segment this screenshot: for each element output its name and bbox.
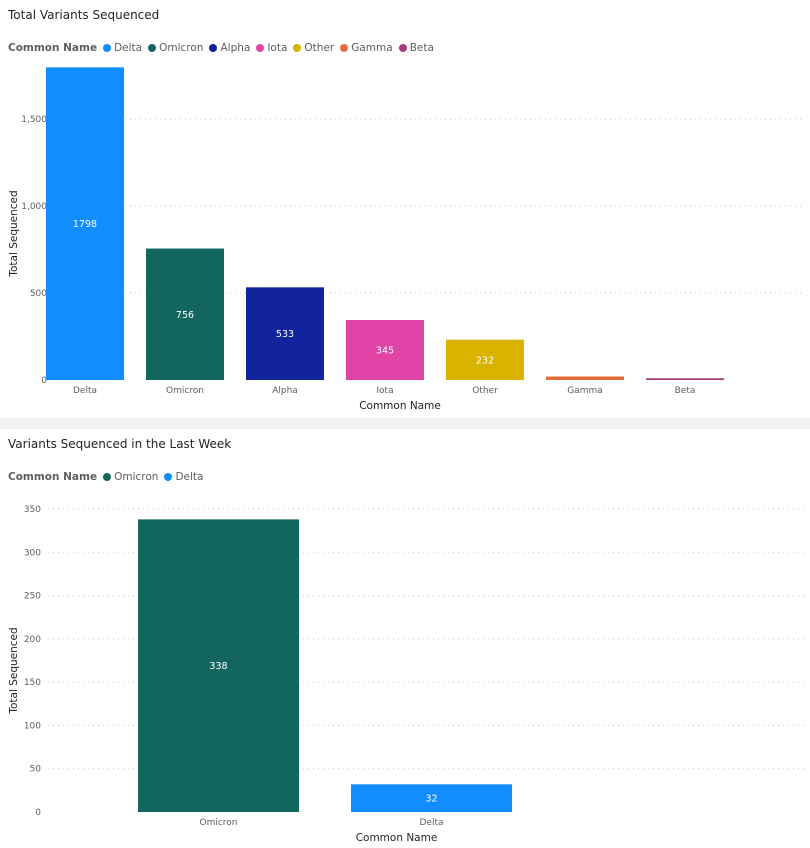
last-week-variants-chart: Variants Sequenced in the Last Week Comm… xyxy=(0,429,810,848)
data-label: 756 xyxy=(176,310,194,321)
chart-title: Variants Sequenced in the Last Week xyxy=(8,437,232,451)
data-label: 338 xyxy=(209,661,227,672)
legend-label: Iota xyxy=(267,42,288,54)
x-tick-label: Omicron xyxy=(166,386,204,396)
legend-swatch xyxy=(340,44,349,52)
x-axis-title: Common Name xyxy=(359,400,441,412)
legend-item-iota[interactable]: Iota xyxy=(256,42,287,54)
y-tick-label: 150 xyxy=(24,678,41,688)
legend-label: Omicron xyxy=(114,471,159,483)
legend-item-delta[interactable]: Delta xyxy=(164,471,203,483)
y-tick-label: 1,500 xyxy=(21,115,47,125)
bar-plot: 0 50 100 150 200 250 300 350 338 Omicron 32 Delta Co… xyxy=(8,505,805,844)
bar-other[interactable] xyxy=(446,339,524,380)
y-tick-label: 0 xyxy=(35,808,41,818)
x-tick-label: Alpha xyxy=(272,386,298,396)
legend-item-gamma[interactable]: Gamma xyxy=(340,42,393,54)
legend-swatch xyxy=(103,44,112,52)
data-label: 533 xyxy=(276,329,294,340)
chart-legend: Common Name Delta Omicron Alpha Iota Other Ga… xyxy=(8,41,440,55)
legend-label: Delta xyxy=(175,471,204,483)
legend-item-omicron[interactable]: Omicron xyxy=(103,471,158,483)
data-label: 345 xyxy=(376,346,394,357)
bar-iota[interactable] xyxy=(346,320,424,380)
bar-alpha[interactable] xyxy=(246,287,324,380)
legend-item-omicron[interactable]: Omicron xyxy=(148,42,203,54)
legend-item-other[interactable]: Other xyxy=(293,42,334,54)
legend-label: Delta xyxy=(114,42,143,54)
legend-item-delta[interactable]: Delta xyxy=(103,42,142,54)
x-tick-label: Gamma xyxy=(567,386,603,396)
chart-title: Total Variants Sequenced xyxy=(8,8,160,22)
legend-swatch xyxy=(293,44,302,52)
legend-label: Alpha xyxy=(220,42,251,54)
x-tick-label: Iota xyxy=(376,386,393,396)
x-axis-title: Common Name xyxy=(356,832,438,844)
legend-swatch xyxy=(148,44,157,52)
bar-beta[interactable] xyxy=(646,378,724,380)
x-tick-label: Omicron xyxy=(199,818,237,828)
legend-swatch xyxy=(256,44,265,52)
legend-label: Other xyxy=(304,42,335,54)
y-tick-label: 100 xyxy=(24,721,41,731)
legend-title: Common Name xyxy=(8,471,98,483)
data-label: 1798 xyxy=(73,219,97,230)
bar-gamma[interactable] xyxy=(546,376,624,380)
chart-legend: Common Name Omicron Delta xyxy=(8,470,209,484)
legend-swatch xyxy=(398,44,407,52)
y-tick-label: 250 xyxy=(24,592,41,602)
legend-item-beta[interactable]: Beta xyxy=(398,42,434,54)
y-tick-label: 300 xyxy=(24,548,41,558)
x-tick-label: Beta xyxy=(675,386,696,396)
legend-item-alpha[interactable]: Alpha xyxy=(209,42,250,54)
y-tick-label: 500 xyxy=(30,289,47,299)
legend-title: Common Name xyxy=(8,42,98,54)
legend-swatch xyxy=(164,473,173,481)
bar-delta[interactable] xyxy=(351,784,512,812)
y-tick-label: 1,000 xyxy=(21,202,47,212)
bar-omicron[interactable] xyxy=(138,519,299,812)
x-tick-label: Delta xyxy=(73,386,97,396)
legend-label: Gamma xyxy=(351,42,393,54)
legend-label: Omicron xyxy=(159,42,204,54)
legend-swatch xyxy=(209,44,218,52)
y-axis-title: Total Sequenced xyxy=(8,627,20,714)
legend-swatch xyxy=(103,473,112,481)
x-tick-label: Other xyxy=(472,386,498,396)
legend-label: Beta xyxy=(409,42,434,54)
data-label: 232 xyxy=(476,355,494,366)
bar-delta[interactable] xyxy=(46,67,124,380)
y-tick-label: 350 xyxy=(24,505,41,515)
total-variants-chart: Total Variants Sequenced Common Name Del… xyxy=(0,0,810,418)
bar-omicron[interactable] xyxy=(146,248,224,380)
data-label: 32 xyxy=(425,794,437,805)
y-axis-title: Total Sequenced xyxy=(8,190,20,277)
y-tick-label: 200 xyxy=(24,635,41,645)
y-tick-label: 50 xyxy=(30,765,42,775)
x-tick-label: Delta xyxy=(419,818,443,828)
y-tick-label: 0 xyxy=(41,376,47,386)
bar-plot: 0 500 1,000 1,500 1798 Delta 756 Omicron 533 Alph… xyxy=(8,67,805,412)
